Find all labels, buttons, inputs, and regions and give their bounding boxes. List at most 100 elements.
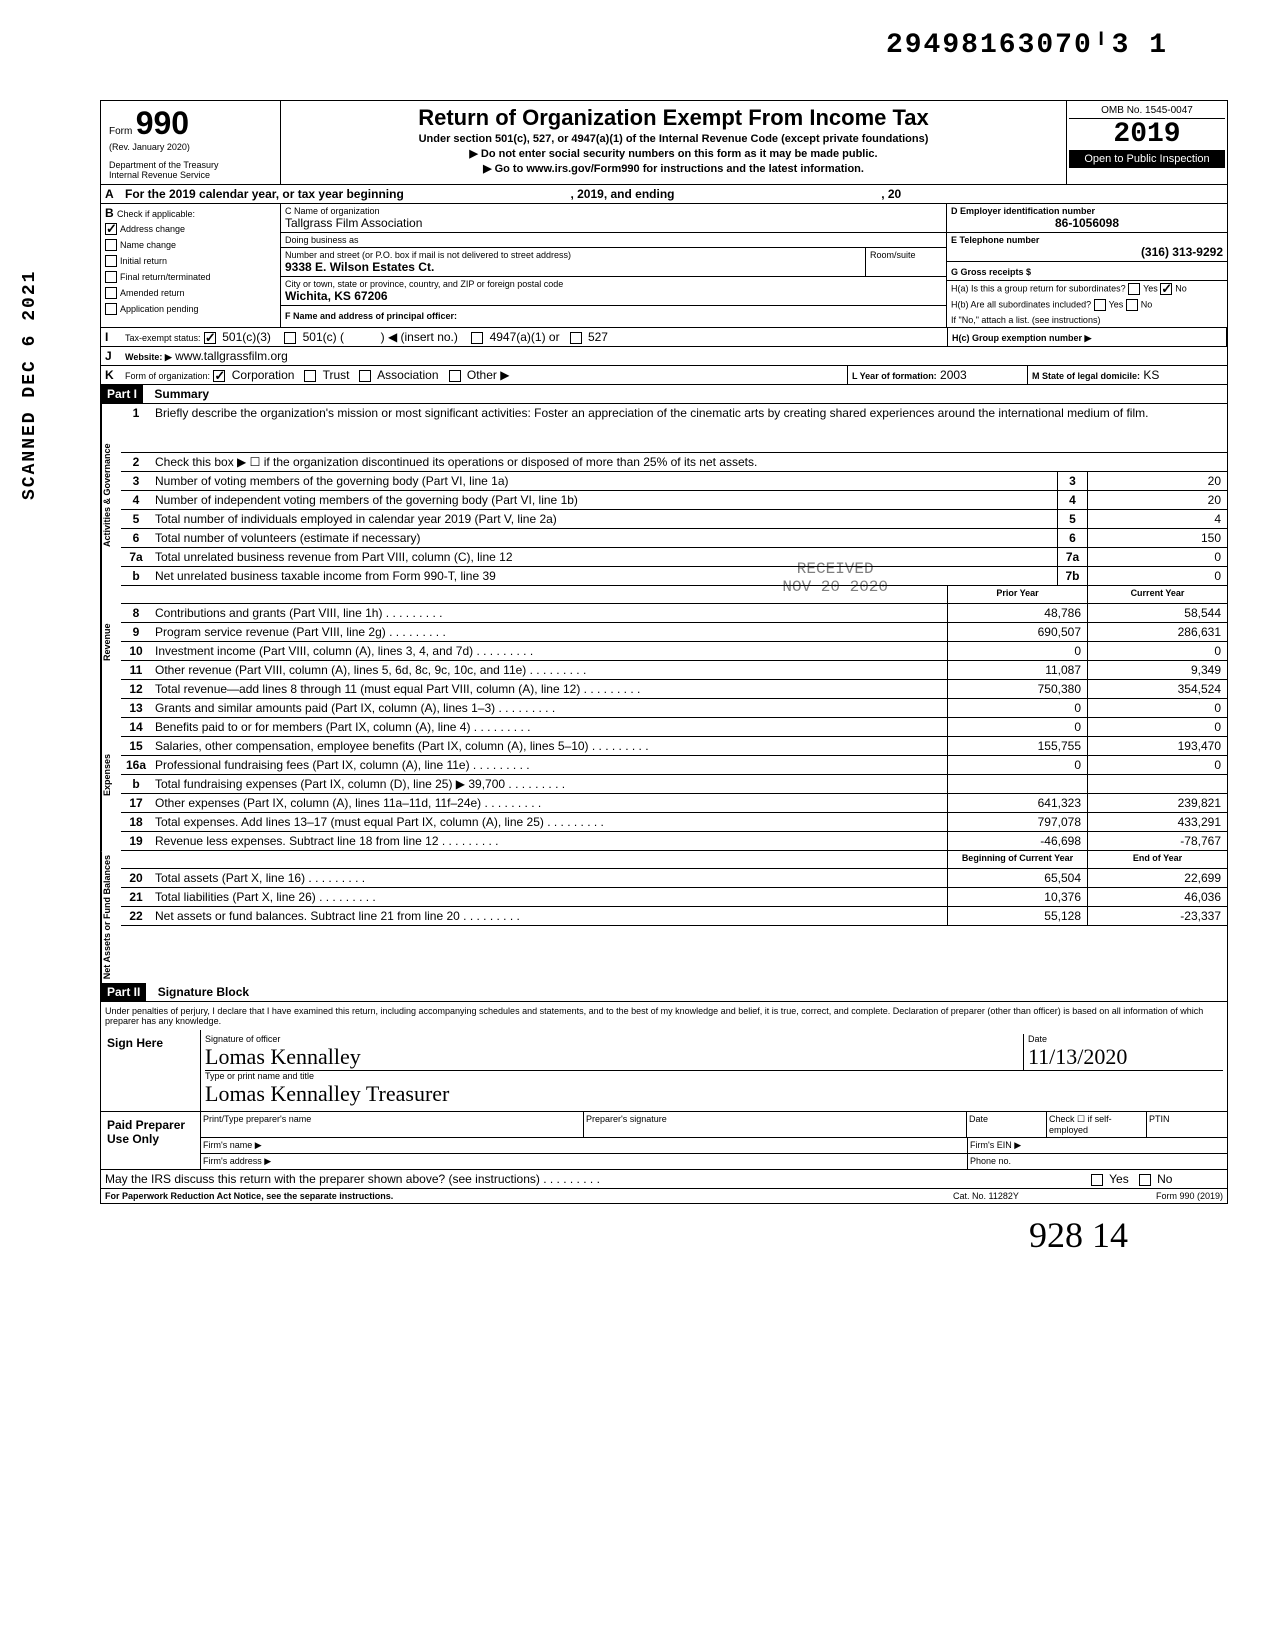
line-7a-label: Total unrelated business revenue from Pa…: [151, 548, 1057, 566]
501c-label: 501(c) (: [303, 330, 344, 344]
assoc-checkbox[interactable]: [359, 370, 371, 382]
line-13-prior: 0: [947, 699, 1087, 717]
501c3-checkbox[interactable]: [204, 332, 216, 344]
year-formation-label: L Year of formation:: [852, 371, 937, 381]
g-label: G Gross receipts $: [951, 267, 1031, 277]
line-9-curr: 286,631: [1087, 623, 1227, 641]
line-12-label: Total revenue—add lines 8 through 11 (mu…: [151, 680, 947, 698]
b-checkbox-1[interactable]: [105, 239, 117, 251]
type-name-label: Type or print name and title: [205, 1071, 1223, 1081]
other-checkbox[interactable]: [449, 370, 461, 382]
pra-notice: For Paperwork Reduction Act Notice, see …: [105, 1191, 953, 1201]
paid-preparer-label: Paid Preparer Use Only: [101, 1112, 201, 1169]
line-8-label: Contributions and grants (Part VIII, lin…: [151, 604, 947, 622]
corp-label: Corporation: [232, 368, 295, 382]
b-label-2: Initial return: [120, 256, 167, 266]
501c3-label: 501(c)(3): [222, 330, 271, 344]
line-15-curr: 193,470: [1087, 737, 1227, 755]
prep-sig-label: Preparer's signature: [584, 1112, 967, 1137]
corp-checkbox[interactable]: [213, 370, 225, 382]
b-checkbox-5[interactable]: [105, 303, 117, 315]
state-domicile: KS: [1143, 368, 1159, 382]
line-14-label: Benefits paid to or for members (Part IX…: [151, 718, 947, 736]
ein: 86-1056098: [951, 216, 1223, 230]
line-j-label: Website: ▶: [125, 352, 172, 362]
prep-date-label: Date: [967, 1112, 1047, 1137]
e-label: E Telephone number: [951, 235, 1223, 245]
handwritten-bottom: 928 14: [100, 1214, 1128, 1256]
line-22-curr: -23,337: [1087, 907, 1227, 925]
hb-yes-checkbox[interactable]: [1094, 299, 1106, 311]
tax-year: 2019: [1069, 119, 1225, 150]
line-a-end: , 20: [881, 187, 901, 201]
line-19-curr: -78,767: [1087, 832, 1227, 850]
b-checkbox-0[interactable]: [105, 223, 117, 235]
line-21-curr: 46,036: [1087, 888, 1227, 906]
b-checkbox-4[interactable]: [105, 287, 117, 299]
prep-check-label: Check ☐ if self-employed: [1047, 1112, 1147, 1137]
line-17-label: Other expenses (Part IX, column (A), lin…: [151, 794, 947, 812]
ha-yes-checkbox[interactable]: [1128, 283, 1140, 295]
part2-subtitle: Signature Block: [150, 985, 249, 999]
line-17-curr: 239,821: [1087, 794, 1227, 812]
b-label-5: Application pending: [120, 304, 199, 314]
line-3-num: 3: [121, 472, 151, 490]
line-11-prior: 11,087: [947, 661, 1087, 679]
other-label: Other ▶: [467, 368, 510, 382]
mission-label: Briefly describe the organization's miss…: [155, 406, 531, 420]
b-label-1: Name change: [120, 240, 176, 250]
b-checkbox-3[interactable]: [105, 271, 117, 283]
4947-checkbox[interactable]: [471, 332, 483, 344]
4947-label: 4947(a)(1) or: [490, 330, 560, 344]
line-b-label: Net unrelated business taxable income fr…: [151, 567, 1057, 585]
line-a-mid: , 2019, and ending: [570, 187, 674, 201]
line-5-num: 5: [121, 510, 151, 528]
501c-insert: ) ◀ (insert no.): [381, 330, 458, 344]
line-3-box: 3: [1057, 472, 1087, 490]
boy-header: Beginning of Current Year: [947, 851, 1087, 868]
sig-officer-value: Lomas Kennalley: [205, 1044, 1023, 1070]
line-14-prior: 0: [947, 718, 1087, 736]
line-18-num: 18: [121, 813, 151, 831]
line-11-num: 11: [121, 661, 151, 679]
mission-text: Foster an appreciation of the cinematic …: [534, 406, 1148, 420]
527-checkbox[interactable]: [570, 332, 582, 344]
c-dba-label: Doing business as: [281, 233, 363, 247]
form-rev: (Rev. January 2020): [109, 142, 272, 152]
discuss-no-checkbox[interactable]: [1139, 1174, 1151, 1186]
form-subtitle1: Under section 501(c), 527, or 4947(a)(1)…: [289, 133, 1058, 145]
dln-stamp: 29498163070ᴵ3 1: [886, 30, 1168, 61]
line-9-prior: 690,507: [947, 623, 1087, 641]
line-3-label: Number of voting members of the governin…: [151, 472, 1057, 490]
org-name: Tallgrass Film Association: [285, 216, 422, 230]
501c-checkbox[interactable]: [284, 332, 296, 344]
ha-no-checkbox[interactable]: [1160, 283, 1172, 295]
form-subtitle3: ▶ Go to www.irs.gov/Form990 for instruct…: [289, 162, 1058, 175]
trust-checkbox[interactable]: [304, 370, 316, 382]
omb-number: OMB No. 1545-0047: [1069, 103, 1225, 119]
sig-date-value: 11/13/2020: [1028, 1044, 1223, 1070]
line-6-num: 6: [121, 529, 151, 547]
line-10-label: Investment income (Part VIII, column (A)…: [151, 642, 947, 660]
hb-label: H(b) Are all subordinates included?: [951, 299, 1091, 309]
line-13-curr: 0: [1087, 699, 1227, 717]
side-netassets: Net Assets or Fund Balances: [101, 851, 121, 983]
b-checkbox-2[interactable]: [105, 255, 117, 267]
line-20-num: 20: [121, 869, 151, 887]
ha-label: H(a) Is this a group return for subordin…: [951, 283, 1126, 293]
line-21-prior: 10,376: [947, 888, 1087, 906]
line-12-num: 12: [121, 680, 151, 698]
b-label-3: Final return/terminated: [120, 272, 211, 282]
state-domicile-label: M State of legal domicile:: [1032, 371, 1140, 381]
line-14-curr: 0: [1087, 718, 1227, 736]
line-20-label: Total assets (Part X, line 16): [151, 869, 947, 887]
line-6-label: Total number of volunteers (estimate if …: [151, 529, 1057, 547]
line-11-curr: 9,349: [1087, 661, 1227, 679]
line-5-label: Total number of individuals employed in …: [151, 510, 1057, 528]
discuss-yes-checkbox[interactable]: [1091, 1174, 1103, 1186]
part1-title: Part I: [101, 385, 143, 403]
prior-year-header: Prior Year: [947, 586, 1087, 603]
line-18-curr: 433,291: [1087, 813, 1227, 831]
hb-no-checkbox[interactable]: [1126, 299, 1138, 311]
trust-label: Trust: [323, 368, 350, 382]
